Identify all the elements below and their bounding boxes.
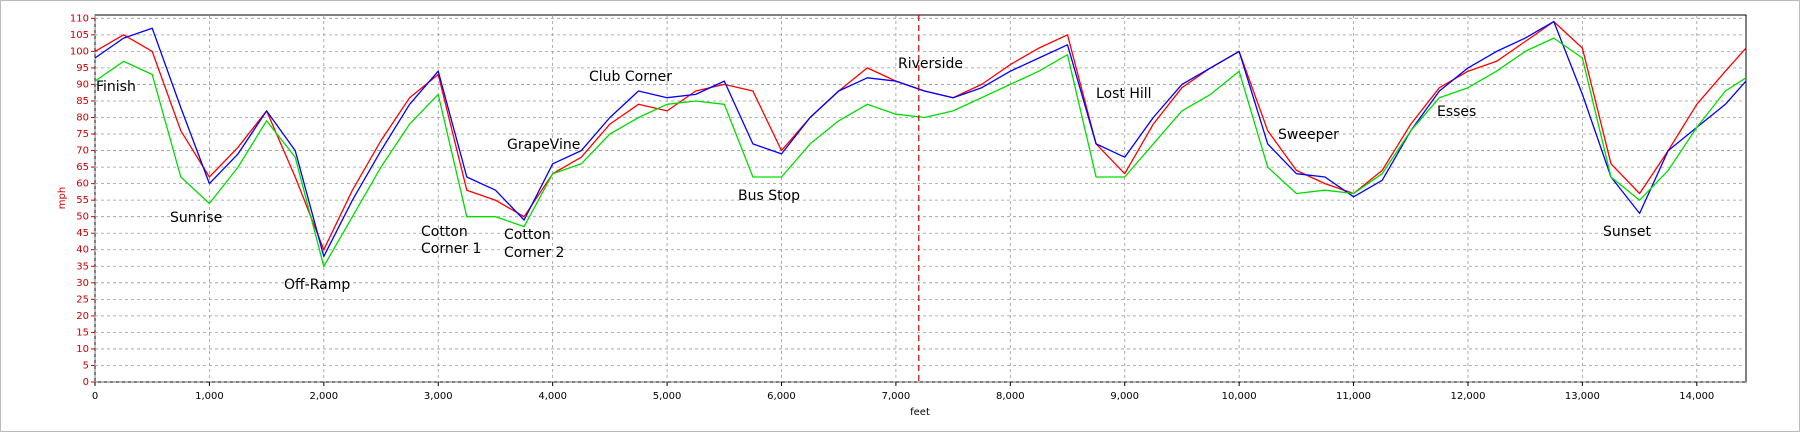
annotation: Cotton <box>504 227 551 243</box>
y-tick-label: 20 <box>76 311 89 322</box>
x-tick-label: 2,000 <box>310 391 339 402</box>
annotation: Cotton <box>421 224 468 240</box>
annotation: Esses <box>1437 104 1476 120</box>
x-tick-label: 14,000 <box>1679 391 1714 402</box>
y-tick-label: 65 <box>76 162 89 173</box>
annotation: Club Corner <box>589 69 672 85</box>
y-tick-label: 35 <box>76 261 89 272</box>
x-tick-label: 13,000 <box>1565 391 1600 402</box>
annotation: Corner 1 <box>421 241 481 257</box>
y-tick-label: 110 <box>70 13 89 24</box>
x-tick-label: 12,000 <box>1450 391 1485 402</box>
annotation: Sunset <box>1603 224 1652 240</box>
y-tick-label: 15 <box>76 327 89 338</box>
x-tick-label: 10,000 <box>1222 391 1257 402</box>
x-tick-label: 5,000 <box>653 391 682 402</box>
annotation: Finish <box>96 79 136 95</box>
x-tick-label: 9,000 <box>1110 391 1139 402</box>
annotation: GrapeVine <box>507 137 580 153</box>
y-tick-label: 90 <box>76 79 89 90</box>
annotation: Lost Hill <box>1096 86 1152 102</box>
y-tick-label: 45 <box>76 228 89 239</box>
x-tick-label: 0 <box>92 391 98 402</box>
y-tick-label: 85 <box>76 96 89 107</box>
x-tick-label: 11,000 <box>1336 391 1371 402</box>
annotation: Riverside <box>898 56 963 72</box>
y-tick-label: 60 <box>76 179 89 190</box>
x-tick-label: 7,000 <box>882 391 911 402</box>
y-tick-label: 100 <box>70 46 89 57</box>
annotation: Sunrise <box>170 210 222 226</box>
annotation: Corner 2 <box>504 245 564 261</box>
y-tick-label: 50 <box>76 212 89 223</box>
annotation: Off-Ramp <box>284 277 350 293</box>
plot-area <box>94 14 1747 383</box>
y-tick-label: 25 <box>76 294 89 305</box>
speed-line <box>94 37 1747 267</box>
x-tick-label: 1,000 <box>195 391 224 402</box>
x-axis-label: feet <box>910 407 930 418</box>
y-tick-label: 75 <box>76 129 89 140</box>
y-tick-label: 70 <box>76 146 89 157</box>
y-tick-label: 40 <box>76 245 89 256</box>
y-tick-label: 30 <box>76 278 89 289</box>
y-tick-label: 80 <box>76 112 89 123</box>
y-tick-label: 10 <box>76 344 89 355</box>
speed-line <box>94 20 1747 258</box>
y-tick-label: 5 <box>83 360 89 371</box>
annotation: Sweeper <box>1278 127 1339 143</box>
x-tick-label: 6,000 <box>767 391 796 402</box>
y-tick-label: 95 <box>76 63 89 74</box>
x-tick-label: 8,000 <box>996 391 1025 402</box>
y-tick-label: 105 <box>70 30 89 41</box>
y-tick-label: 0 <box>83 377 89 388</box>
y-tick-label: 55 <box>76 195 89 206</box>
y-axis-label: mph <box>57 187 68 209</box>
x-tick-label: 4,000 <box>538 391 567 402</box>
annotation: Bus Stop <box>738 188 800 204</box>
x-tick-label: 3,000 <box>424 391 453 402</box>
